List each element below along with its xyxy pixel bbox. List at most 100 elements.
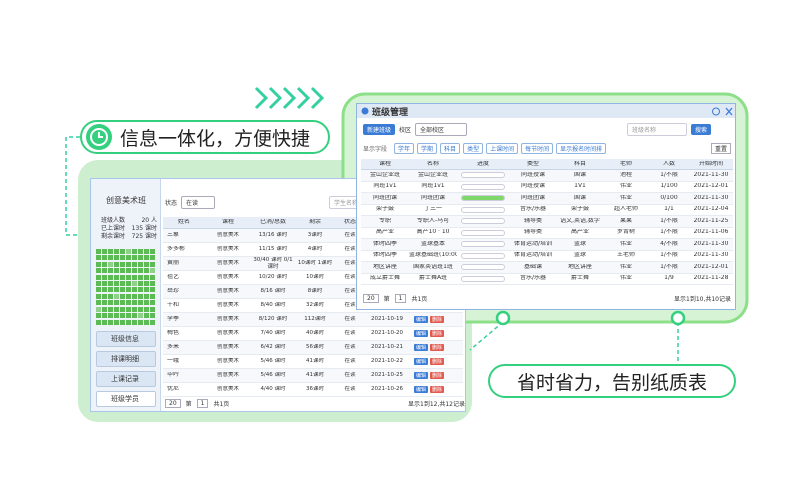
table-cell: 1/不限 — [660, 263, 678, 270]
calendar-cell — [132, 255, 137, 261]
calendar-cell — [108, 274, 113, 280]
table-cell: 体时四季 — [372, 252, 397, 259]
column-header: 进度 — [476, 160, 489, 167]
progress-track — [461, 275, 505, 282]
field-chip[interactable]: 类型 — [463, 142, 484, 154]
page-number[interactable]: 1 — [394, 294, 407, 303]
window-title: 班级管理 — [372, 107, 409, 118]
calendar-cell — [108, 261, 113, 267]
calendar-cell — [120, 261, 125, 267]
table-cell: 1V1 — [574, 183, 586, 190]
table-cell: 三象 — [167, 232, 180, 239]
field-chip[interactable]: 学年 — [394, 142, 415, 154]
action-button[interactable]: 编辑 — [413, 372, 428, 379]
page-summary: 显示1到10,共10记录 — [674, 296, 731, 303]
menu-item[interactable]: 排课明细 — [96, 351, 156, 367]
field-chip[interactable]: 上课时间 — [486, 142, 519, 154]
table-cell: 同班团课 — [520, 194, 545, 201]
reset-button[interactable]: 重置 — [710, 142, 731, 154]
menu-item[interactable]: 班级学员 — [96, 391, 156, 407]
table-row: 梅色 创意美术 7/40 课时 40课时 在读 2021-10-20 编辑 删除 — [163, 327, 463, 341]
menu-item[interactable]: 上课记录 — [96, 371, 156, 387]
calendar-cell — [120, 300, 125, 306]
action-button[interactable]: 编辑 — [413, 316, 428, 323]
action-button[interactable]: 删除 — [430, 344, 445, 351]
progress-track — [461, 229, 505, 236]
progress-track — [461, 241, 505, 248]
calendar-cell — [120, 319, 125, 325]
calendar-cell — [96, 274, 101, 280]
table-cell: 梅色 — [167, 330, 180, 337]
action-button[interactable]: 删除 — [430, 316, 445, 323]
table-cell: 在读 — [344, 232, 356, 239]
table-cell: 专职人-马可 — [416, 217, 450, 224]
calendar-cell — [132, 293, 137, 299]
table-cell: 5/46 课时 — [260, 358, 286, 365]
table-cell: 同班授课 — [520, 171, 545, 178]
calendar-cell — [126, 287, 131, 293]
action-button[interactable]: 编辑 — [413, 344, 428, 351]
action-button[interactable]: 编辑 — [413, 386, 428, 393]
table-cell: 10课时 1课时 — [297, 260, 333, 267]
table-cell: 地区讲座 — [567, 263, 592, 270]
table-cell: 创意美术 — [216, 260, 239, 267]
table-row: 李季 创意美术 8/120 课时 112课时 在读 2021-10-19 编辑 删除 — [163, 313, 463, 327]
window-controls[interactable] — [711, 107, 733, 116]
table-cell: 创意美术 — [216, 302, 239, 309]
table-cell: 4/不限 — [660, 240, 678, 247]
table-row: 毕吟 创意美术 5/46 课时 41课时 在读 2021-10-25 编辑 删除 — [163, 369, 463, 383]
calendar-cell — [108, 281, 113, 287]
table-cell: 32课时 — [306, 302, 324, 309]
calendar-cell — [114, 249, 119, 254]
field-chip[interactable]: 学期 — [417, 142, 438, 154]
new-class-button[interactable]: 新建班级 — [363, 123, 396, 135]
table-cell: 2021-12-01 — [693, 183, 729, 190]
calendar-cell — [108, 249, 113, 254]
table-cell: 国家英语班1班 — [413, 263, 453, 270]
calendar-cell — [108, 293, 113, 299]
callout: 省时省力，告别纸质表 — [488, 364, 736, 398]
status-select[interactable]: 在读 — [181, 195, 216, 209]
table-cell: 辅导类 — [523, 229, 542, 236]
action-button[interactable]: 删除 — [430, 330, 445, 337]
table-row: 架子鼓 丁三一 音乐/乐器 架子鼓 超人老师 1/1 2021-12-04 — [361, 205, 733, 216]
field-chip[interactable]: 科目 — [440, 142, 461, 154]
action-button[interactable]: 编辑 — [413, 330, 428, 337]
search-input[interactable]: 班级名称 — [627, 122, 688, 136]
class-name: 创意美术班 — [106, 196, 146, 205]
calendar-cell — [102, 249, 107, 254]
menu-item[interactable]: 班级信息 — [96, 331, 156, 347]
action-button[interactable]: 删除 — [430, 386, 445, 393]
callout-text: 省时省力，告别纸质表 — [516, 371, 707, 394]
field-chip[interactable]: 显示报名时间排 — [556, 142, 607, 154]
campus-select[interactable]: 全部校区 — [415, 122, 468, 136]
calendar-cell — [138, 281, 143, 287]
table-cell: 同班团课 — [372, 194, 397, 201]
table-cell: 多米 — [167, 344, 180, 351]
table-cell: 果果 — [619, 217, 632, 224]
calendar-cell — [120, 293, 125, 299]
table-cell: 创意美术 — [216, 316, 239, 323]
calendar-cell — [102, 268, 107, 274]
search-button[interactable]: 搜索 — [691, 123, 712, 135]
calendar-cell — [96, 306, 101, 312]
chevrons — [254, 86, 325, 110]
table-cell: 高产10 · 10 — [416, 229, 450, 236]
action-button[interactable]: 删除 — [430, 358, 445, 365]
action-button[interactable]: 删除 — [430, 372, 445, 379]
table-cell: 56课时 — [306, 344, 324, 351]
page-size[interactable]: 20 — [363, 294, 379, 303]
action-button[interactable]: 编辑 — [413, 358, 428, 365]
table-cell: 高产业 — [570, 229, 589, 236]
table-cell: 30/40 课时 0/1 课时 — [253, 257, 293, 270]
page-size[interactable]: 20 — [165, 399, 181, 408]
table-cell: 创意美术 — [216, 330, 239, 337]
table-cell: 池程 — [619, 171, 632, 178]
table-cell: 专职 — [378, 217, 391, 224]
field-chip[interactable]: 每节时间 — [521, 142, 554, 154]
page-number[interactable]: 1 — [196, 399, 209, 408]
calendar-cell — [114, 319, 119, 325]
table-cell: 祖艺 — [167, 274, 180, 281]
table-cell: 在读 — [344, 246, 356, 253]
table-cell: 创意美术 — [216, 232, 239, 239]
